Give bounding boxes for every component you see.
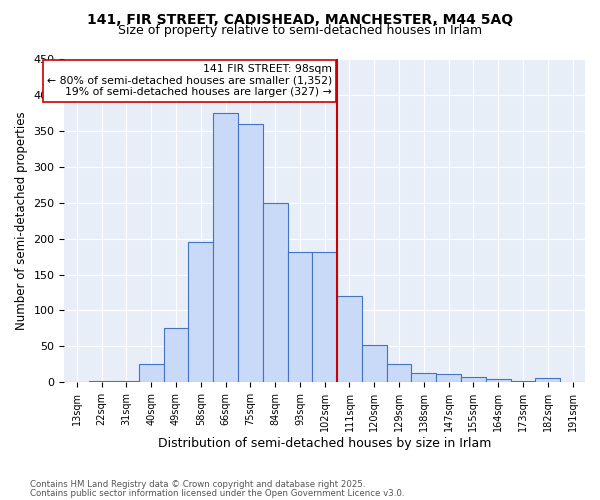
Bar [461,376,486,382]
X-axis label: Distribution of semi-detached houses by size in Irlam: Distribution of semi-detached houses by … [158,437,491,450]
Bar [362,345,386,383]
Bar [238,124,263,382]
Bar [263,202,287,382]
Bar [89,381,114,382]
Bar [164,328,188,382]
Bar [287,252,313,382]
Bar [486,379,511,382]
Bar [213,113,238,382]
Bar [313,252,337,382]
Bar [188,242,213,382]
Bar [412,373,436,382]
Text: 141 FIR STREET: 98sqm
← 80% of semi-detached houses are smaller (1,352)
  19% of: 141 FIR STREET: 98sqm ← 80% of semi-deta… [47,64,332,97]
Text: Size of property relative to semi-detached houses in Irlam: Size of property relative to semi-detach… [118,24,482,37]
Bar [535,378,560,382]
Bar [386,364,412,382]
Bar [337,296,362,382]
Bar [436,374,461,382]
Text: Contains HM Land Registry data © Crown copyright and database right 2025.: Contains HM Land Registry data © Crown c… [30,480,365,489]
Bar [511,381,535,382]
Bar [114,381,139,382]
Text: Contains public sector information licensed under the Open Government Licence v3: Contains public sector information licen… [30,488,404,498]
Text: 141, FIR STREET, CADISHEAD, MANCHESTER, M44 5AQ: 141, FIR STREET, CADISHEAD, MANCHESTER, … [87,12,513,26]
Bar [139,364,164,382]
Y-axis label: Number of semi-detached properties: Number of semi-detached properties [15,112,28,330]
